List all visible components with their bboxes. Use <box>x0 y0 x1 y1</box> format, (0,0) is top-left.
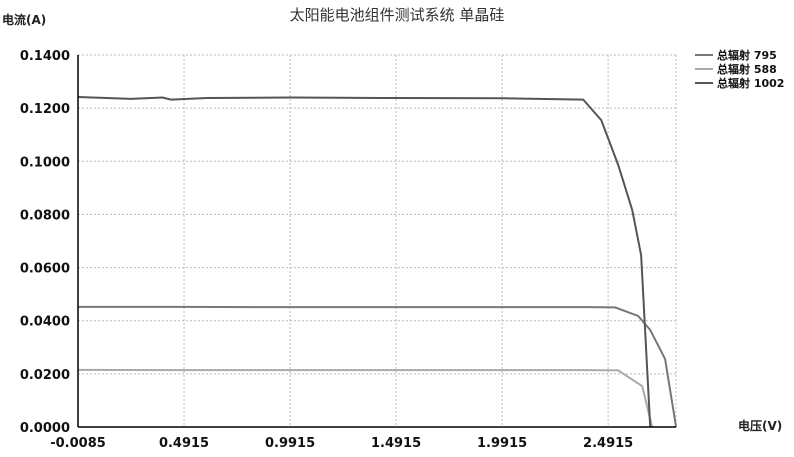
y-tick-label: 0.0000 <box>20 421 70 436</box>
series-line <box>78 305 678 428</box>
legend-entry: 总辐射 1002 <box>717 76 784 90</box>
x-tick-label: 1.4915 <box>371 436 421 451</box>
x-tick-label: 0.9915 <box>265 436 315 451</box>
y-axis-label: 电流(A) <box>2 12 46 27</box>
y-tick-label: 0.0200 <box>20 368 70 383</box>
x-axis-label: 电压(V) <box>738 418 782 433</box>
legend-entry: 总辐射 795 <box>717 48 777 62</box>
legend-entry: 总辐射 588 <box>717 62 777 76</box>
series-line <box>77 95 652 428</box>
x-tick-label: 0.4915 <box>159 436 209 451</box>
x-tick-label: 1.9915 <box>477 436 527 451</box>
x-tick-label: 2.4915 <box>583 436 633 451</box>
y-tick-label: 0.1000 <box>20 155 70 170</box>
chart-title: 太阳能电池组件测试系统 单晶硅 <box>290 6 505 24</box>
x-tick-label: -0.0085 <box>50 436 106 451</box>
y-tick-label: 0.1200 <box>20 102 70 117</box>
series-line <box>77 368 654 428</box>
y-tick-label: 0.1400 <box>20 49 70 64</box>
y-tick-label: 0.0800 <box>20 208 70 223</box>
y-tick-label: 0.0600 <box>20 262 70 277</box>
y-tick-label: 0.0400 <box>20 315 70 330</box>
